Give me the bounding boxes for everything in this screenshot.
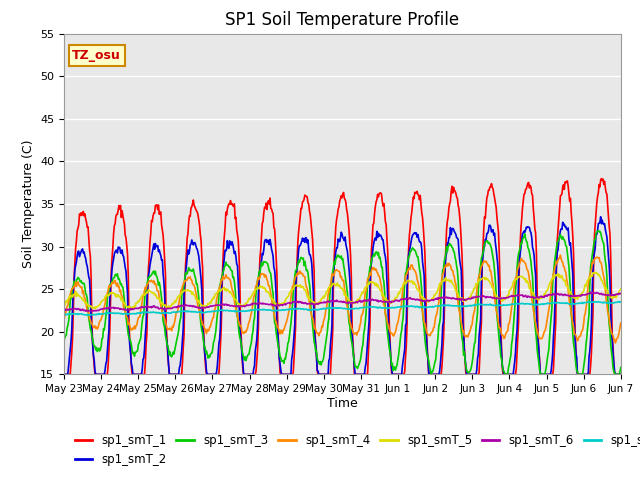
Line: sp1\_smT\_5: sp1\_smT\_5: [64, 273, 621, 309]
sp1\_smT\_4: [426, 333, 434, 338]
sp1\_smT\_1: [60, 372, 68, 377]
sp1\_smT\_7: [86, 312, 93, 318]
sp1\_smT\_6: [70, 306, 78, 312]
sp1\_smT\_3: [184, 268, 192, 274]
sp1\_smT\_3: [70, 278, 78, 284]
sp1\_smT\_7: [584, 299, 592, 304]
sp1\_smT\_7: [428, 304, 435, 310]
Text: TZ_osu: TZ_osu: [72, 49, 121, 62]
sp1\_smT\_2: [184, 247, 192, 253]
Line: sp1\_smT\_1: sp1\_smT\_1: [64, 179, 621, 374]
sp1\_smT\_6: [185, 303, 193, 309]
sp1\_smT\_4: [70, 283, 78, 289]
sp1\_smT\_5: [60, 303, 68, 309]
sp1\_smT\_7: [411, 304, 419, 310]
sp1\_smT\_4: [214, 294, 221, 300]
sp1\_smT\_1: [214, 372, 221, 377]
sp1\_smT\_4: [184, 275, 192, 281]
sp1\_smT\_4: [617, 320, 625, 326]
Line: sp1\_smT\_2: sp1\_smT\_2: [64, 217, 621, 374]
sp1\_smT\_2: [127, 361, 135, 367]
sp1\_smT\_5: [185, 288, 193, 293]
Y-axis label: Soil Temperature (C): Soil Temperature (C): [22, 140, 35, 268]
sp1\_smT\_3: [127, 342, 135, 348]
sp1\_smT\_3: [617, 364, 625, 370]
sp1\_smT\_4: [557, 252, 564, 258]
sp1\_smT\_5: [592, 270, 600, 276]
Line: sp1\_smT\_3: sp1\_smT\_3: [64, 231, 621, 374]
sp1\_smT\_2: [617, 372, 625, 377]
sp1\_smT\_6: [428, 298, 435, 303]
sp1\_smT\_2: [70, 280, 78, 286]
sp1\_smT\_7: [185, 309, 193, 314]
sp1\_smT\_1: [70, 276, 78, 281]
sp1\_smT\_1: [617, 372, 625, 377]
sp1\_smT\_3: [502, 372, 509, 377]
sp1\_smT\_6: [587, 289, 595, 295]
sp1\_smT\_7: [214, 308, 222, 314]
Line: sp1\_smT\_6: sp1\_smT\_6: [64, 292, 621, 311]
sp1\_smT\_1: [127, 364, 135, 370]
sp1\_smT\_4: [60, 317, 68, 323]
sp1\_smT\_4: [127, 327, 135, 333]
sp1\_smT\_3: [214, 312, 221, 317]
Line: sp1\_smT\_4: sp1\_smT\_4: [64, 255, 621, 343]
Line: sp1\_smT\_7: sp1\_smT\_7: [64, 301, 621, 315]
Legend: sp1_smT_1, sp1_smT_2, sp1_smT_3, sp1_smT_4, sp1_smT_5, sp1_smT_6, sp1_smT_7: sp1_smT_1, sp1_smT_2, sp1_smT_3, sp1_smT…: [70, 430, 640, 471]
sp1\_smT\_2: [410, 230, 418, 236]
sp1\_smT\_7: [617, 299, 625, 305]
sp1\_smT\_7: [60, 312, 68, 318]
sp1\_smT\_6: [60, 308, 68, 314]
sp1\_smT\_5: [428, 298, 435, 303]
sp1\_smT\_4: [612, 340, 620, 346]
sp1\_smT\_3: [60, 338, 68, 344]
sp1\_smT\_3: [426, 366, 434, 372]
sp1\_smT\_2: [214, 363, 221, 369]
sp1\_smT\_6: [617, 291, 625, 297]
sp1\_smT\_5: [127, 305, 135, 311]
sp1\_smT\_2: [426, 372, 434, 377]
sp1\_smT\_2: [60, 372, 68, 377]
X-axis label: Time: Time: [327, 397, 358, 410]
sp1\_smT\_6: [411, 297, 419, 302]
sp1\_smT\_1: [410, 196, 418, 202]
sp1\_smT\_7: [70, 311, 78, 317]
sp1\_smT\_5: [617, 286, 625, 292]
sp1\_smT\_5: [214, 289, 222, 295]
sp1\_smT\_6: [128, 306, 136, 312]
Title: SP1 Soil Temperature Profile: SP1 Soil Temperature Profile: [225, 11, 460, 29]
sp1\_smT\_5: [128, 306, 136, 312]
sp1\_smT\_1: [426, 372, 434, 377]
sp1\_smT\_6: [82, 308, 90, 314]
sp1\_smT\_7: [128, 311, 136, 316]
sp1\_smT\_5: [411, 281, 419, 287]
sp1\_smT\_3: [410, 247, 418, 252]
sp1\_smT\_4: [410, 266, 418, 272]
sp1\_smT\_2: [597, 214, 605, 220]
sp1\_smT\_1: [598, 176, 605, 181]
sp1\_smT\_3: [595, 228, 602, 234]
sp1\_smT\_6: [214, 302, 222, 308]
sp1\_smT\_1: [184, 231, 192, 237]
sp1\_smT\_5: [70, 292, 78, 298]
